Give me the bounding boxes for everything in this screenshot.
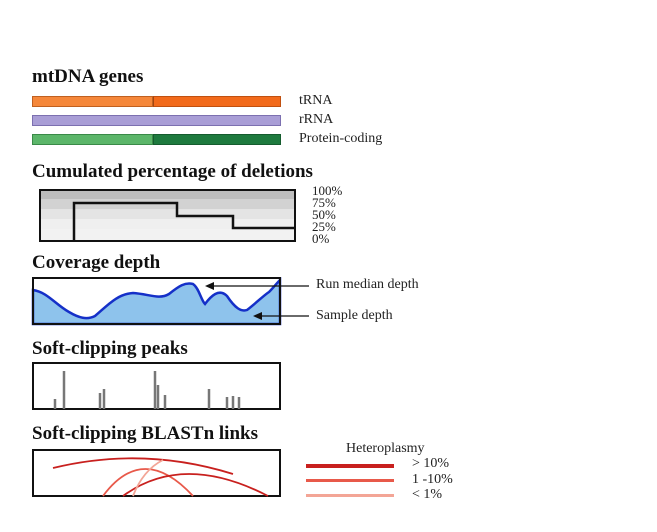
heteroplasmy-label-low: < 1%	[412, 487, 443, 502]
deletions-title: Cumulated percentage of deletions	[32, 161, 313, 182]
level-25: 25%	[312, 219, 336, 234]
protein-coding-label: Protein-coding	[299, 131, 383, 146]
coverage-arrows	[205, 282, 309, 320]
sample-depth-label: Sample depth	[316, 308, 393, 323]
level-75: 75%	[312, 195, 336, 210]
trna-bar-right	[153, 96, 281, 107]
blast-title: Soft-clipping BLASTn links	[32, 423, 258, 444]
genes-title: mtDNA genes	[32, 66, 144, 87]
heteroplasmy-line-mid	[306, 479, 394, 482]
softclip-track	[32, 362, 281, 410]
rrna-bar	[32, 115, 281, 126]
heteroplasmy-line-low	[306, 494, 394, 497]
trna-label: tRNA	[299, 93, 333, 108]
level-0: 0%	[312, 231, 330, 246]
protein-bar-right	[153, 134, 281, 145]
rrna-label: rRNA	[299, 112, 334, 127]
run-median-label: Run median depth	[316, 277, 419, 292]
heteroplasmy-label-high: > 10%	[412, 456, 450, 471]
softclip-title: Soft-clipping peaks	[32, 338, 188, 359]
coverage-track	[31, 276, 282, 326]
heteroplasmy-line-high	[306, 464, 394, 468]
trna-bar-left	[32, 96, 153, 107]
protein-bar-left	[32, 134, 153, 145]
level-100: 100%	[312, 183, 343, 198]
deletions-track	[39, 189, 296, 242]
blast-track	[32, 449, 281, 497]
coverage-title: Coverage depth	[32, 252, 161, 273]
heteroplasmy-title: Heteroplasmy	[346, 441, 425, 456]
level-50: 50%	[312, 207, 336, 222]
heteroplasmy-label-mid: 1 -10%	[412, 472, 453, 487]
